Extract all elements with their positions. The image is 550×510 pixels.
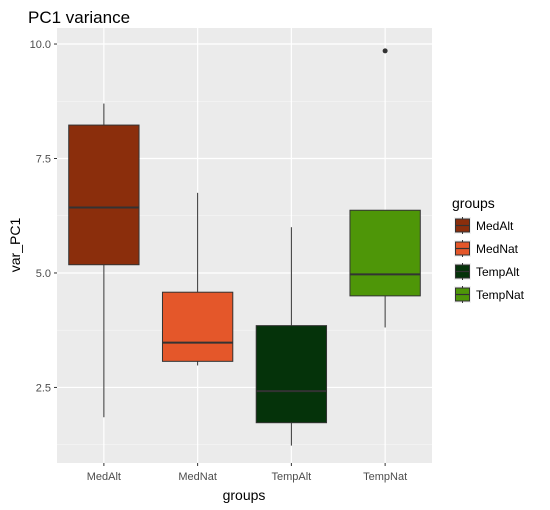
- box-TempNat: [349, 48, 421, 328]
- legend-label-TempNat: TempNat: [476, 288, 525, 302]
- y-tick-label: 5.0: [36, 268, 51, 280]
- x-axis: MedAlt MedNat TempAlt TempNat: [87, 463, 407, 483]
- legend-title: groups: [452, 195, 495, 211]
- boxes-layer: [68, 48, 421, 446]
- box-body: [255, 325, 328, 424]
- y-tick-label: 7.5: [36, 154, 51, 166]
- x-tick-label: TempAlt: [272, 471, 312, 483]
- x-tick-label: TempNat: [363, 471, 407, 483]
- outlier-point: [382, 48, 388, 54]
- box-MedAlt: [68, 103, 140, 418]
- x-tick-label: MedNat: [178, 471, 217, 483]
- box-body: [349, 209, 421, 297]
- y-axis-title: var_PC1: [7, 218, 23, 273]
- legend-label-MedAlt: MedAlt: [476, 219, 514, 233]
- y-axis: 2.5 5.0 7.5 10.0: [30, 39, 57, 394]
- box-TempAlt: [255, 227, 328, 446]
- y-tick-label: 2.5: [36, 382, 51, 394]
- y-tick-label: 10.0: [30, 39, 51, 51]
- legend: groups MedAlt MedNat TempAlt TempNat: [452, 195, 525, 303]
- legend-label-TempAlt: TempAlt: [476, 265, 520, 279]
- box-body: [68, 124, 140, 266]
- box-body: [161, 291, 234, 362]
- x-tick-label: MedAlt: [87, 471, 121, 483]
- box-MedNat: [161, 192, 234, 366]
- legend-label-MedNat: MedNat: [476, 242, 519, 256]
- x-axis-title: groups: [223, 487, 266, 503]
- chart-title: PC1 variance: [28, 8, 130, 27]
